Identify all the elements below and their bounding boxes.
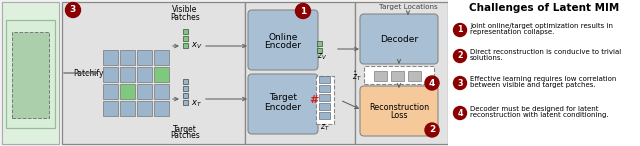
Text: 3: 3 [70, 6, 76, 14]
Bar [183, 36, 188, 41]
Bar [154, 67, 169, 82]
Text: Joint online/target optimization results in: Joint online/target optimization results… [470, 23, 613, 29]
Bar [183, 79, 188, 84]
Bar [364, 66, 434, 84]
Bar [319, 76, 330, 83]
Text: 1: 1 [300, 7, 306, 15]
Text: Challenges of Latent MIM: Challenges of Latent MIM [469, 3, 619, 13]
Bar [154, 101, 169, 116]
Text: Loss: Loss [390, 112, 408, 120]
Text: 2: 2 [429, 126, 435, 134]
Text: 2: 2 [457, 52, 463, 60]
Text: reconstruction with latent conditioning.: reconstruction with latent conditioning. [470, 112, 609, 118]
Bar [317, 48, 322, 53]
Bar [183, 29, 188, 34]
Bar [319, 94, 330, 101]
Bar [355, 2, 448, 144]
Text: Visible: Visible [172, 6, 198, 14]
Text: $\mathit{x}_T$: $\mathit{x}_T$ [191, 99, 202, 109]
Bar [154, 50, 169, 65]
Bar [154, 84, 169, 99]
FancyBboxPatch shape [360, 14, 438, 64]
Text: Decoder: Decoder [380, 34, 418, 44]
Bar [137, 84, 152, 99]
Bar [103, 101, 118, 116]
Text: 4: 4 [429, 79, 435, 87]
Text: Encoder: Encoder [264, 41, 301, 51]
Text: $\mathit{z}_T$: $\mathit{z}_T$ [320, 123, 330, 133]
Bar [319, 85, 330, 92]
Bar [317, 41, 322, 46]
Bar [319, 103, 330, 110]
Bar [137, 67, 152, 82]
Text: Direct reconstruction is conducive to trivial: Direct reconstruction is conducive to tr… [470, 49, 621, 55]
Bar [374, 71, 387, 81]
Text: $\mathit{z}_V$: $\mathit{z}_V$ [317, 52, 327, 62]
Bar [103, 84, 118, 99]
Bar [120, 101, 135, 116]
Text: Reconstruction: Reconstruction [369, 102, 429, 112]
Bar [183, 100, 188, 105]
Text: Patches: Patches [170, 13, 200, 21]
Bar [319, 112, 330, 119]
Text: 1: 1 [457, 26, 463, 34]
Text: Target Locations: Target Locations [379, 4, 437, 10]
Text: 4: 4 [457, 108, 463, 118]
Text: Effective learning requires low correlation: Effective learning requires low correlat… [470, 76, 616, 82]
Circle shape [425, 123, 439, 137]
Bar [120, 84, 135, 99]
Circle shape [454, 24, 467, 36]
Bar [120, 50, 135, 65]
Bar [137, 50, 152, 65]
Bar [103, 50, 118, 65]
Circle shape [296, 4, 310, 19]
Bar [137, 101, 152, 116]
FancyBboxPatch shape [248, 10, 318, 70]
Text: Online: Online [268, 33, 298, 41]
Text: representation collapse.: representation collapse. [470, 29, 554, 35]
Text: Target: Target [173, 125, 197, 133]
Bar [103, 67, 118, 82]
Bar [408, 71, 421, 81]
Bar [120, 67, 135, 82]
Text: Encoder: Encoder [264, 102, 301, 112]
Text: 3: 3 [457, 79, 463, 87]
Bar [183, 93, 188, 98]
Bar [316, 76, 334, 124]
Text: Decoder must be designed for latent: Decoder must be designed for latent [470, 106, 598, 112]
Bar [448, 0, 640, 146]
FancyBboxPatch shape [248, 74, 318, 134]
Circle shape [454, 77, 467, 89]
Bar [2, 2, 59, 144]
Bar [6, 20, 55, 128]
Bar [391, 71, 404, 81]
Text: Patchify: Patchify [74, 68, 104, 78]
Bar [62, 2, 245, 144]
FancyBboxPatch shape [360, 86, 438, 136]
Bar [183, 43, 188, 48]
Text: $\mathit{x}_V$: $\mathit{x}_V$ [191, 41, 202, 51]
Circle shape [65, 2, 81, 18]
Text: solutions.: solutions. [470, 55, 504, 61]
Text: Patches: Patches [170, 132, 200, 140]
Bar [183, 86, 188, 91]
Text: #: # [309, 95, 319, 105]
Text: $\hat{\mathit{z}}_T$: $\hat{\mathit{z}}_T$ [352, 69, 362, 83]
Bar [245, 2, 355, 144]
Circle shape [425, 76, 439, 90]
Bar [12, 32, 49, 118]
Text: between visible and target patches.: between visible and target patches. [470, 82, 596, 88]
Text: Target: Target [269, 93, 297, 102]
Circle shape [454, 49, 467, 62]
Circle shape [454, 106, 467, 119]
